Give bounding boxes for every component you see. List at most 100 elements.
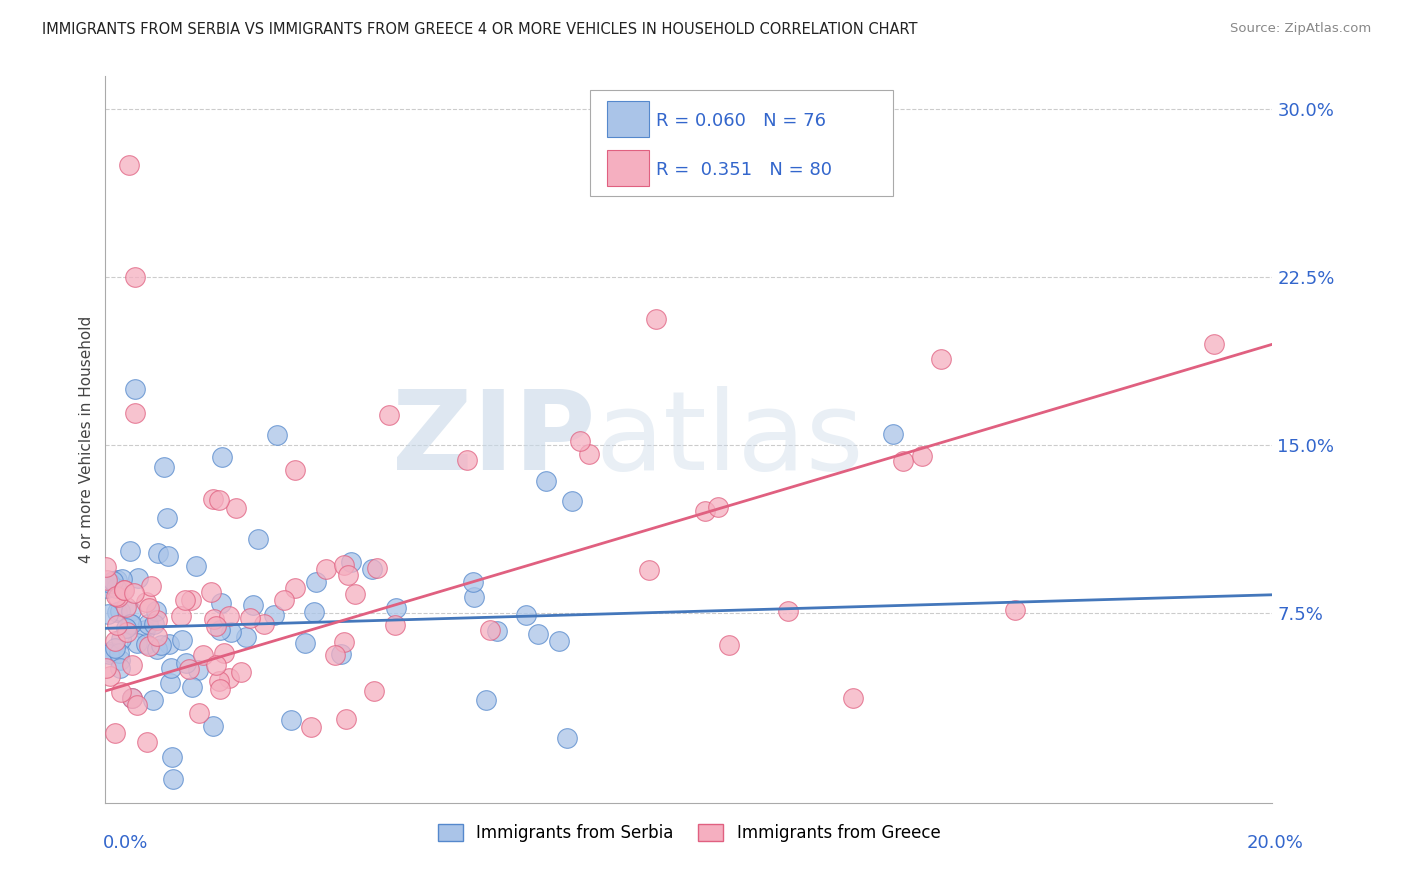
Point — [170, 609, 193, 624]
Point — [156, 511, 179, 525]
Point — [891, 454, 914, 468]
Point — [107, 646, 129, 660]
Point — [135, 637, 157, 651]
Point — [239, 611, 262, 625]
Point — [561, 493, 583, 508]
Point — [108, 661, 131, 675]
Point — [124, 406, 146, 420]
Point — [127, 636, 149, 650]
Point — [202, 612, 225, 626]
Point — [333, 558, 356, 572]
Point — [101, 574, 124, 588]
Point — [96, 574, 118, 588]
Point — [121, 690, 143, 705]
Point — [384, 618, 406, 632]
Text: IMMIGRANTS FROM SERBIA VS IMMIGRANTS FROM GREECE 4 OR MORE VEHICLES IN HOUSEHOLD: IMMIGRANTS FROM SERBIA VS IMMIGRANTS FRO… — [42, 22, 918, 37]
Point — [110, 685, 132, 699]
Point — [336, 568, 359, 582]
Point — [105, 605, 128, 619]
Point — [118, 544, 141, 558]
Point — [162, 772, 184, 786]
Point — [323, 648, 346, 663]
Point — [208, 673, 231, 688]
Point — [114, 599, 136, 614]
Text: 0.0%: 0.0% — [103, 834, 148, 852]
Point — [202, 491, 225, 506]
Point — [120, 616, 142, 631]
Point — [204, 658, 226, 673]
Point — [104, 725, 127, 739]
Point — [108, 603, 131, 617]
Point — [105, 617, 128, 632]
Point — [361, 562, 384, 576]
Point — [214, 646, 236, 660]
Point — [461, 575, 484, 590]
Point — [135, 595, 157, 609]
Point — [115, 625, 138, 640]
Point — [110, 632, 132, 647]
Point — [121, 657, 143, 672]
Point — [112, 582, 135, 597]
Point — [145, 629, 167, 643]
Point — [299, 720, 322, 734]
Point — [111, 572, 134, 586]
Point — [1202, 337, 1225, 351]
Point — [776, 604, 799, 618]
Point — [479, 623, 502, 637]
Point — [108, 653, 131, 667]
Point — [294, 636, 316, 650]
Point — [160, 750, 183, 764]
Point — [186, 559, 208, 574]
Point — [330, 648, 353, 662]
Point — [211, 450, 233, 464]
Point — [145, 604, 167, 618]
Point — [578, 447, 600, 461]
Point — [120, 603, 142, 617]
Point — [180, 680, 202, 694]
Point — [112, 583, 135, 598]
Point — [105, 574, 128, 588]
Text: R = 0.060   N = 76: R = 0.060 N = 76 — [657, 112, 827, 130]
Point — [98, 576, 121, 591]
Point — [637, 563, 659, 577]
Point — [118, 617, 141, 632]
Point — [339, 555, 361, 569]
Point — [515, 607, 537, 622]
Point — [159, 675, 181, 690]
Point — [142, 693, 165, 707]
Point — [121, 690, 143, 705]
Point — [180, 592, 202, 607]
Point — [124, 382, 146, 396]
Point — [149, 638, 172, 652]
Point — [218, 671, 240, 685]
Point — [173, 592, 195, 607]
Point — [1004, 603, 1026, 617]
Point — [136, 616, 159, 631]
Point — [104, 581, 127, 595]
Point — [205, 619, 228, 633]
Point — [911, 449, 934, 463]
Point — [842, 690, 865, 705]
Point — [280, 713, 302, 727]
Y-axis label: 4 or more Vehicles in Household: 4 or more Vehicles in Household — [79, 316, 94, 563]
Point — [138, 639, 160, 653]
Point — [146, 642, 169, 657]
Point — [118, 158, 141, 172]
Point — [333, 634, 356, 648]
Point — [202, 719, 225, 733]
Point — [266, 428, 288, 442]
Point — [931, 352, 953, 367]
Point — [456, 453, 478, 467]
Point — [695, 504, 717, 518]
Point — [707, 500, 730, 515]
Point — [235, 631, 257, 645]
Point — [139, 579, 162, 593]
Text: atlas: atlas — [596, 386, 865, 492]
Point — [242, 598, 264, 612]
Point — [718, 639, 741, 653]
Point — [157, 636, 180, 650]
Text: ZIP: ZIP — [392, 386, 596, 492]
Point — [344, 587, 367, 601]
Text: 20.0%: 20.0% — [1247, 834, 1303, 852]
Point — [157, 549, 180, 563]
